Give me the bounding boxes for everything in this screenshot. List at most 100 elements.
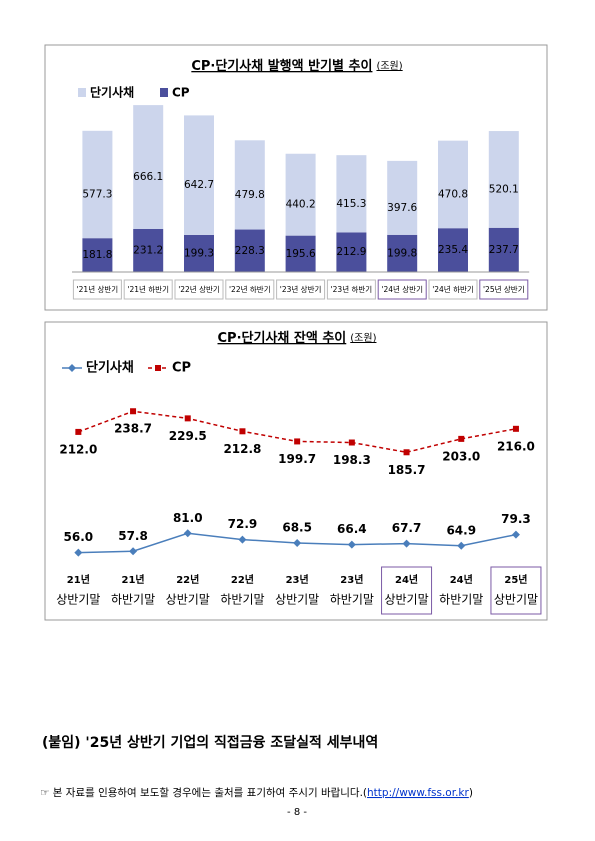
bar-segment	[336, 155, 367, 233]
title-text: CP·단기사채 발행액 반기별 추이	[191, 58, 372, 74]
x-tick-label: 하반기말	[111, 593, 155, 607]
note-text: ☞ 본 자료를 인용하여 보도할 경우에는 출처를 표기하여 주시기 바랍니다.…	[40, 786, 367, 799]
note-end: )	[469, 787, 473, 799]
value-label: 212.9	[336, 246, 366, 258]
bar-segment	[488, 227, 519, 272]
x-tick-label: '23년 상반기	[280, 284, 322, 294]
chart-title: CP·단기사채 잔액 추이 (조원)	[218, 330, 377, 346]
bar-segment	[82, 238, 113, 272]
legend-label: 단기사채	[90, 85, 134, 100]
value-label: 235.4	[438, 244, 468, 256]
value-label: 199.7	[278, 452, 316, 466]
bar-segment	[133, 105, 164, 229]
x-tick-label: '25년 상반기	[483, 284, 525, 294]
category-box	[174, 279, 224, 300]
value-label: 470.8	[438, 188, 468, 200]
value-label: 203.0	[442, 449, 480, 463]
value-label: 212.0	[59, 442, 97, 456]
chart-title: CP·단기사채 발행액 반기별 추이 (조원)	[191, 58, 402, 74]
value-label: 198.3	[333, 453, 371, 467]
link[interactable]: http://www.fss.or.kr	[367, 787, 469, 799]
value-label: 237.7	[489, 244, 519, 256]
x-tick-label: 23년	[340, 573, 363, 586]
value-label: 228.3	[235, 245, 265, 257]
value-label: 666.1	[133, 171, 163, 183]
x-tick-label: '21년 하반기	[127, 284, 169, 294]
value-label: 238.7	[114, 422, 152, 436]
category-box	[276, 279, 326, 300]
bar-segment	[438, 228, 468, 272]
value-label: 520.1	[489, 183, 519, 195]
x-tick-label: 21년	[67, 573, 90, 586]
bar-segment	[438, 140, 468, 229]
value-label: 397.6	[387, 202, 417, 214]
marker	[129, 547, 138, 556]
x-tick-label: 23년	[286, 573, 309, 586]
value-label: 415.3	[336, 198, 366, 210]
x-tick-label: 상반기말	[166, 593, 210, 607]
marker	[512, 425, 519, 432]
marker	[238, 535, 247, 544]
marker	[402, 539, 411, 548]
value-label: 440.2	[286, 199, 316, 211]
category-box	[225, 279, 275, 300]
value-label: 181.8	[82, 249, 112, 261]
x-tick-label: '23년 하반기	[331, 284, 373, 294]
x-tick-label: 24년	[395, 573, 418, 586]
marker	[457, 541, 466, 550]
bar-segment	[387, 160, 418, 235]
legend-swatch	[78, 88, 86, 97]
marker	[403, 449, 410, 456]
x-tick-label: '24년 하반기	[432, 284, 474, 294]
value-label: 185.7	[388, 463, 426, 477]
value-label: 57.8	[118, 529, 148, 543]
value-label: 231.2	[133, 244, 163, 256]
value-label: 479.8	[235, 189, 265, 201]
value-label: 199.3	[184, 247, 214, 259]
marker	[183, 529, 192, 538]
x-tick-label: 상반기말	[56, 593, 100, 607]
value-label: 68.5	[282, 520, 312, 534]
category-box	[479, 279, 529, 300]
x-tick-label: 22년	[176, 573, 199, 586]
legend-swatch	[160, 88, 168, 97]
marker	[155, 365, 161, 371]
bar-segment	[488, 131, 519, 228]
value-label: 229.5	[169, 429, 207, 443]
value-label: 67.7	[392, 521, 422, 535]
x-tick-label: '22년 하반기	[229, 284, 271, 294]
value-label: 199.8	[387, 247, 417, 259]
marker	[511, 530, 520, 539]
legend-label: CP	[172, 86, 190, 100]
marker	[74, 548, 83, 557]
value-label: 216.0	[497, 439, 535, 453]
page-number: - 8 -	[287, 807, 307, 818]
x-tick-label: 22년	[231, 573, 254, 586]
chart-frame	[44, 321, 548, 621]
marker	[294, 438, 301, 445]
category-box	[428, 279, 478, 300]
value-label: 577.3	[82, 188, 112, 200]
marker	[130, 408, 137, 415]
category-box	[490, 566, 542, 615]
x-tick-label: 24년	[450, 573, 473, 586]
legend-label: CP	[172, 361, 191, 376]
x-tick-label: 상반기말	[494, 593, 538, 607]
bar-segment	[184, 234, 214, 272]
value-label: 642.7	[184, 179, 214, 191]
legend-label: 단기사채	[86, 360, 134, 376]
x-tick-label: 하반기말	[439, 593, 483, 607]
bar-segment	[184, 115, 214, 235]
title-text: CP·단기사채 잔액 추이	[218, 330, 347, 346]
x-tick-label: '24년 상반기	[381, 284, 423, 294]
marker	[75, 428, 82, 435]
bar-segment	[387, 234, 418, 272]
bar-segment	[234, 229, 265, 272]
marker	[347, 540, 356, 549]
marker	[458, 435, 465, 442]
marker	[293, 538, 302, 547]
marker	[239, 428, 246, 435]
value-label: 66.4	[337, 522, 367, 536]
unit: (조원)	[376, 60, 402, 72]
